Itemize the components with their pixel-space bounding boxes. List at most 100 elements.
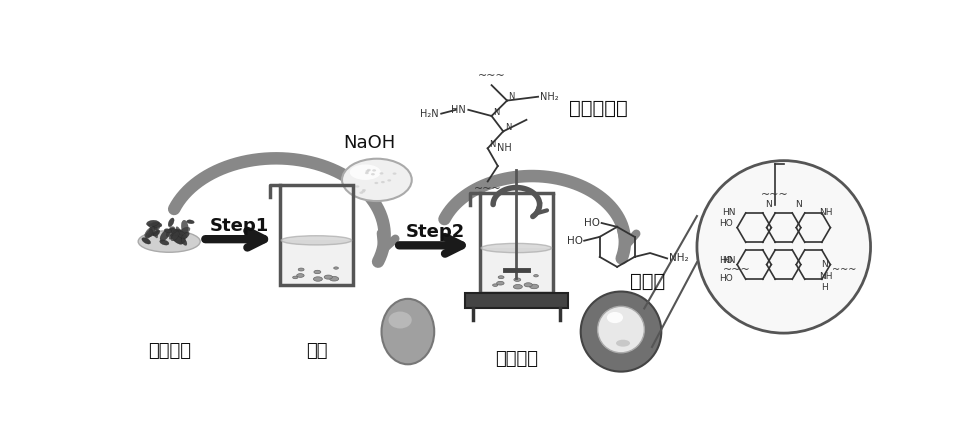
Ellipse shape xyxy=(361,190,365,193)
Text: NH₂: NH₂ xyxy=(541,92,559,102)
Ellipse shape xyxy=(389,312,412,328)
Ellipse shape xyxy=(179,234,184,242)
Ellipse shape xyxy=(169,228,174,232)
Text: 超声: 超声 xyxy=(305,342,328,360)
Text: H₂N: H₂N xyxy=(421,109,439,119)
Text: NH: NH xyxy=(819,208,832,217)
Ellipse shape xyxy=(170,226,174,229)
Ellipse shape xyxy=(151,222,160,234)
Text: HN: HN xyxy=(452,105,466,115)
Ellipse shape xyxy=(146,220,159,226)
Text: ~~~: ~~~ xyxy=(478,71,506,81)
Ellipse shape xyxy=(362,189,366,191)
Ellipse shape xyxy=(153,225,158,230)
Ellipse shape xyxy=(607,312,623,323)
Ellipse shape xyxy=(313,277,323,281)
Ellipse shape xyxy=(178,234,185,242)
Text: HO: HO xyxy=(720,256,734,265)
Text: N: N xyxy=(766,200,772,209)
Text: N: N xyxy=(489,140,495,149)
Ellipse shape xyxy=(381,181,385,183)
Ellipse shape xyxy=(164,229,172,233)
Text: Step2: Step2 xyxy=(405,223,464,241)
Text: ~~~: ~~~ xyxy=(474,184,502,194)
Text: NH: NH xyxy=(497,143,512,153)
Ellipse shape xyxy=(482,243,551,253)
Ellipse shape xyxy=(616,340,630,346)
Text: NH₂: NH₂ xyxy=(670,253,689,264)
Ellipse shape xyxy=(329,277,339,281)
Ellipse shape xyxy=(371,173,375,176)
Ellipse shape xyxy=(497,281,504,285)
Bar xyxy=(465,293,568,309)
Ellipse shape xyxy=(524,283,532,287)
Text: HO: HO xyxy=(584,218,600,228)
Ellipse shape xyxy=(181,220,188,234)
Ellipse shape xyxy=(179,227,190,234)
Text: N: N xyxy=(822,260,828,269)
Ellipse shape xyxy=(151,222,162,227)
Text: 多巴胺: 多巴胺 xyxy=(631,272,666,291)
Circle shape xyxy=(580,291,661,372)
Ellipse shape xyxy=(172,235,184,243)
Ellipse shape xyxy=(297,274,304,277)
Ellipse shape xyxy=(281,236,352,245)
Ellipse shape xyxy=(392,173,396,175)
Ellipse shape xyxy=(181,238,187,245)
Text: HN: HN xyxy=(722,208,735,217)
Text: 水浴加热: 水浴加热 xyxy=(495,349,538,368)
Ellipse shape xyxy=(382,299,434,364)
Ellipse shape xyxy=(514,278,520,281)
Ellipse shape xyxy=(187,220,194,224)
Ellipse shape xyxy=(160,240,169,245)
Ellipse shape xyxy=(144,227,155,238)
Text: HO: HO xyxy=(720,219,734,228)
Text: ~~~: ~~~ xyxy=(832,265,857,275)
Ellipse shape xyxy=(325,275,332,279)
Ellipse shape xyxy=(169,218,174,227)
Ellipse shape xyxy=(148,224,157,229)
Ellipse shape xyxy=(365,172,369,174)
Ellipse shape xyxy=(314,270,321,274)
Text: N: N xyxy=(796,200,802,209)
Text: 聚乙烯亚胺: 聚乙烯亚胺 xyxy=(569,99,628,118)
Ellipse shape xyxy=(367,169,371,171)
Ellipse shape xyxy=(492,284,498,286)
Circle shape xyxy=(598,306,644,353)
Ellipse shape xyxy=(365,170,369,172)
Text: Step1: Step1 xyxy=(209,217,268,235)
Text: N: N xyxy=(505,123,511,132)
Text: H: H xyxy=(822,283,828,292)
Ellipse shape xyxy=(181,232,189,239)
Text: NH: NH xyxy=(819,272,832,281)
Ellipse shape xyxy=(529,284,539,289)
Ellipse shape xyxy=(139,231,201,252)
Text: ~~~: ~~~ xyxy=(723,265,750,275)
Bar xyxy=(482,248,551,291)
Ellipse shape xyxy=(141,237,150,244)
Ellipse shape xyxy=(155,233,158,238)
Ellipse shape xyxy=(172,229,183,235)
Ellipse shape xyxy=(359,192,363,194)
Ellipse shape xyxy=(147,232,154,237)
Ellipse shape xyxy=(172,235,183,244)
Ellipse shape xyxy=(293,276,297,279)
Text: HN: HN xyxy=(722,256,735,265)
Ellipse shape xyxy=(145,229,152,239)
Ellipse shape xyxy=(167,229,176,237)
Ellipse shape xyxy=(380,172,384,175)
Ellipse shape xyxy=(160,229,170,241)
Text: 软磁粉末: 软磁粉末 xyxy=(147,342,191,360)
Text: N: N xyxy=(509,92,515,101)
Text: ~~~: ~~~ xyxy=(761,189,789,200)
Ellipse shape xyxy=(342,159,412,201)
Ellipse shape xyxy=(333,267,338,269)
Ellipse shape xyxy=(154,230,160,236)
Ellipse shape xyxy=(298,268,304,271)
Ellipse shape xyxy=(149,227,152,233)
Ellipse shape xyxy=(388,179,391,181)
Text: HO: HO xyxy=(720,274,734,283)
Ellipse shape xyxy=(176,227,180,232)
Bar xyxy=(281,240,352,284)
Ellipse shape xyxy=(514,285,522,289)
